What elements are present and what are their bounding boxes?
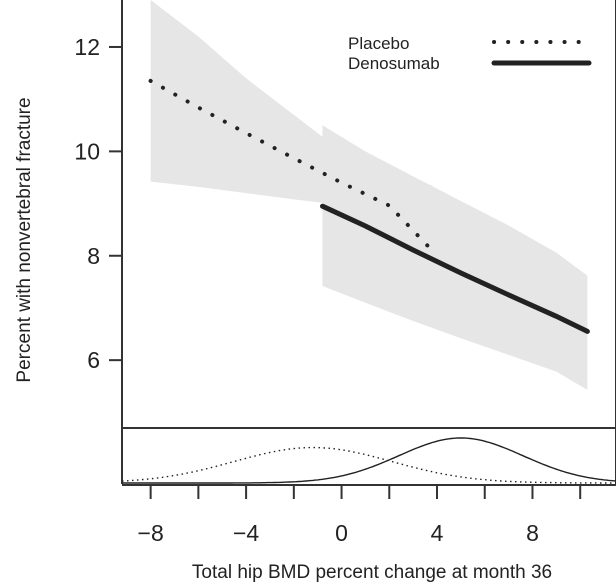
legend: Placebo Denosumab — [348, 34, 592, 73]
density-curve-denosumab — [122, 437, 616, 484]
legend-label-placebo: Placebo — [348, 34, 409, 53]
series-line-denosumab — [320, 203, 590, 334]
x-tick-label: 0 — [335, 520, 348, 546]
x-tick-label: −8 — [138, 520, 164, 546]
plot-frame — [121, 0, 616, 486]
y-axis-title: Percent with nonvertebral fracture — [14, 97, 35, 382]
x-tick-label: −4 — [233, 520, 259, 546]
y-tick-label: 6 — [87, 347, 100, 373]
legend-label-denosumab: Denosumab — [348, 54, 440, 73]
y-tick-label: 12 — [74, 34, 100, 60]
confidence-bands — [150, 0, 588, 390]
series-lines — [148, 78, 590, 334]
density-panel — [121, 437, 616, 484]
x-tick-label: 8 — [526, 520, 539, 546]
x-tick-label: 4 — [431, 520, 444, 546]
y-tick-label: 10 — [74, 138, 100, 164]
ci-band-denosumab — [322, 125, 588, 390]
x-axis-title: Total hip BMD percent change at month 36 — [192, 562, 552, 583]
x-axis: −8 −4 0 4 8 — [138, 485, 582, 546]
y-tick-label: 8 — [87, 243, 100, 269]
y-axis: 6 8 10 12 — [74, 34, 122, 373]
series-line-placebo — [148, 78, 435, 253]
density-curve-placebo — [121, 446, 616, 484]
